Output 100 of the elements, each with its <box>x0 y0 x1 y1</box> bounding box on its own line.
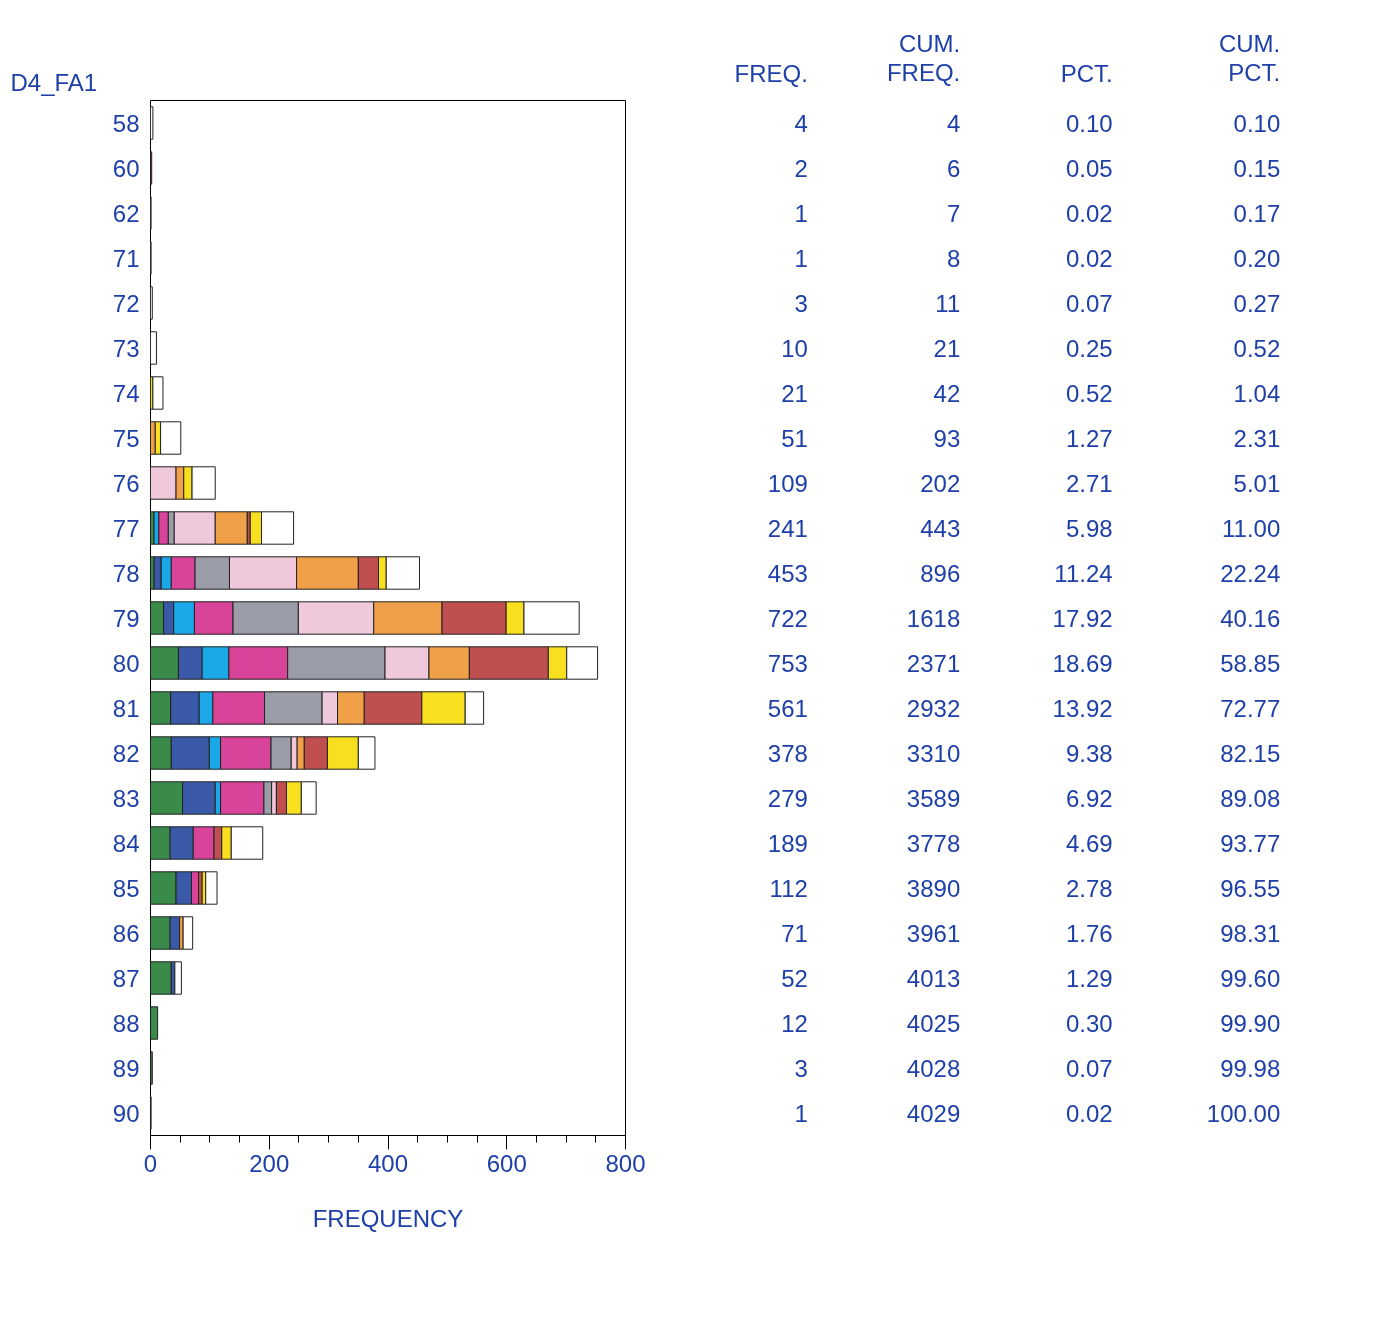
text: 99.98 <box>1220 1054 1281 1082</box>
text: 4028 <box>906 1054 961 1082</box>
text: 7 <box>946 199 961 227</box>
text: 0.27 <box>1233 289 1281 317</box>
text: 3778 <box>906 829 961 857</box>
text: 0.07 <box>1065 1054 1113 1082</box>
text: 1.29 <box>1065 964 1113 992</box>
text: 0.02 <box>1065 1099 1113 1127</box>
text: 0.02 <box>1065 199 1113 227</box>
bar <box>152 376 164 410</box>
text: 1.27 <box>1065 424 1113 452</box>
x-tick-label: 800 <box>605 1149 646 1177</box>
text: 561 <box>767 694 808 722</box>
y-tick-label: 81 <box>112 694 140 722</box>
text: 11.00 <box>1221 514 1281 542</box>
text: 21 <box>781 379 808 407</box>
text: CUM. FREQ. <box>886 29 961 87</box>
text: 4 <box>794 109 808 137</box>
y-tick-label: 86 <box>112 919 140 947</box>
y-tick-label: 75 <box>112 424 140 452</box>
text: 0.20 <box>1233 244 1281 272</box>
text: 18.69 <box>1052 649 1113 677</box>
text: 3589 <box>906 784 961 812</box>
text: 6.92 <box>1065 784 1113 812</box>
text: 378 <box>767 739 808 767</box>
text: 1 <box>794 1099 808 1127</box>
y-tick-label: 85 <box>112 874 140 902</box>
y-tick-label: 88 <box>112 1009 140 1037</box>
text: 0.07 <box>1065 289 1113 317</box>
y-tick-label: 74 <box>112 379 140 407</box>
text: 0.30 <box>1065 1009 1113 1037</box>
text: 0.10 <box>1233 109 1281 137</box>
text: 5.01 <box>1233 469 1281 497</box>
text: 4 <box>946 109 961 137</box>
text: 5.98 <box>1065 514 1113 542</box>
y-tick-label: 90 <box>112 1099 140 1127</box>
y-tick-label: 60 <box>112 154 140 182</box>
text: 96.55 <box>1220 874 1281 902</box>
text: 2 <box>794 154 808 182</box>
text: 3310 <box>906 739 961 767</box>
text: 241 <box>767 514 808 542</box>
text: 2.71 <box>1065 469 1113 497</box>
x-tick-label: 400 <box>367 1149 409 1177</box>
x-tick-label: 600 <box>486 1149 527 1177</box>
bar <box>174 961 182 995</box>
text: 0.10 <box>1065 109 1113 137</box>
text: 42 <box>933 379 961 407</box>
y-tick-label: 87 <box>112 964 140 992</box>
bar <box>205 871 218 905</box>
x-tick-label: 200 <box>249 1149 290 1177</box>
text: 453 <box>767 559 808 587</box>
text: 93 <box>933 424 961 452</box>
text: 0.25 <box>1065 334 1113 362</box>
y-tick-label: 76 <box>112 469 140 497</box>
x-tick-label: 0 <box>143 1149 158 1177</box>
text: 10 <box>781 334 808 362</box>
text: 4025 <box>906 1009 961 1037</box>
text: 1.04 <box>1233 379 1281 407</box>
text: 99.90 <box>1220 1009 1281 1037</box>
text: 71 <box>781 919 808 947</box>
text: 40.16 <box>1220 604 1281 632</box>
text: 3 <box>794 289 808 317</box>
text: 3961 <box>906 919 961 947</box>
text: CUM. PCT. <box>1218 29 1281 87</box>
text: 109 <box>767 469 808 497</box>
text: FREQ. <box>734 59 808 87</box>
y-tick-label: 79 <box>112 604 140 632</box>
text: 72.77 <box>1220 694 1281 722</box>
text: 2932 <box>906 694 961 722</box>
text: 9.38 <box>1065 739 1113 767</box>
text: 17.92 <box>1052 604 1113 632</box>
text: 1.76 <box>1065 919 1113 947</box>
text: 13.92 <box>1052 694 1113 722</box>
text: 202 <box>920 469 961 497</box>
text: 11 <box>935 289 961 317</box>
text: 896 <box>920 559 961 587</box>
text: 1 <box>794 199 808 227</box>
text: 0.17 <box>1233 199 1281 227</box>
y-tick-label: 77 <box>112 514 140 542</box>
y-tick-label: 62 <box>112 199 140 227</box>
text: 93.77 <box>1220 829 1281 857</box>
text: 82.15 <box>1220 739 1281 767</box>
text: 2371 <box>906 649 961 677</box>
text: 443 <box>920 514 961 542</box>
text: 2.31 <box>1233 424 1281 452</box>
text: 2.78 <box>1065 874 1113 902</box>
bar <box>182 916 194 950</box>
bar <box>150 961 172 995</box>
text: 722 <box>767 604 808 632</box>
y-tick-label: 89 <box>112 1054 140 1082</box>
text: 98.31 <box>1220 919 1281 947</box>
text: 100.00 <box>1206 1099 1281 1127</box>
text: 279 <box>767 784 808 812</box>
text: PCT. <box>1060 59 1113 87</box>
text: 0.52 <box>1065 379 1113 407</box>
text: 112 <box>769 874 808 902</box>
text: 12 <box>781 1009 808 1037</box>
bar <box>150 331 157 365</box>
text: 753 <box>767 649 808 677</box>
text: 21 <box>933 334 961 362</box>
